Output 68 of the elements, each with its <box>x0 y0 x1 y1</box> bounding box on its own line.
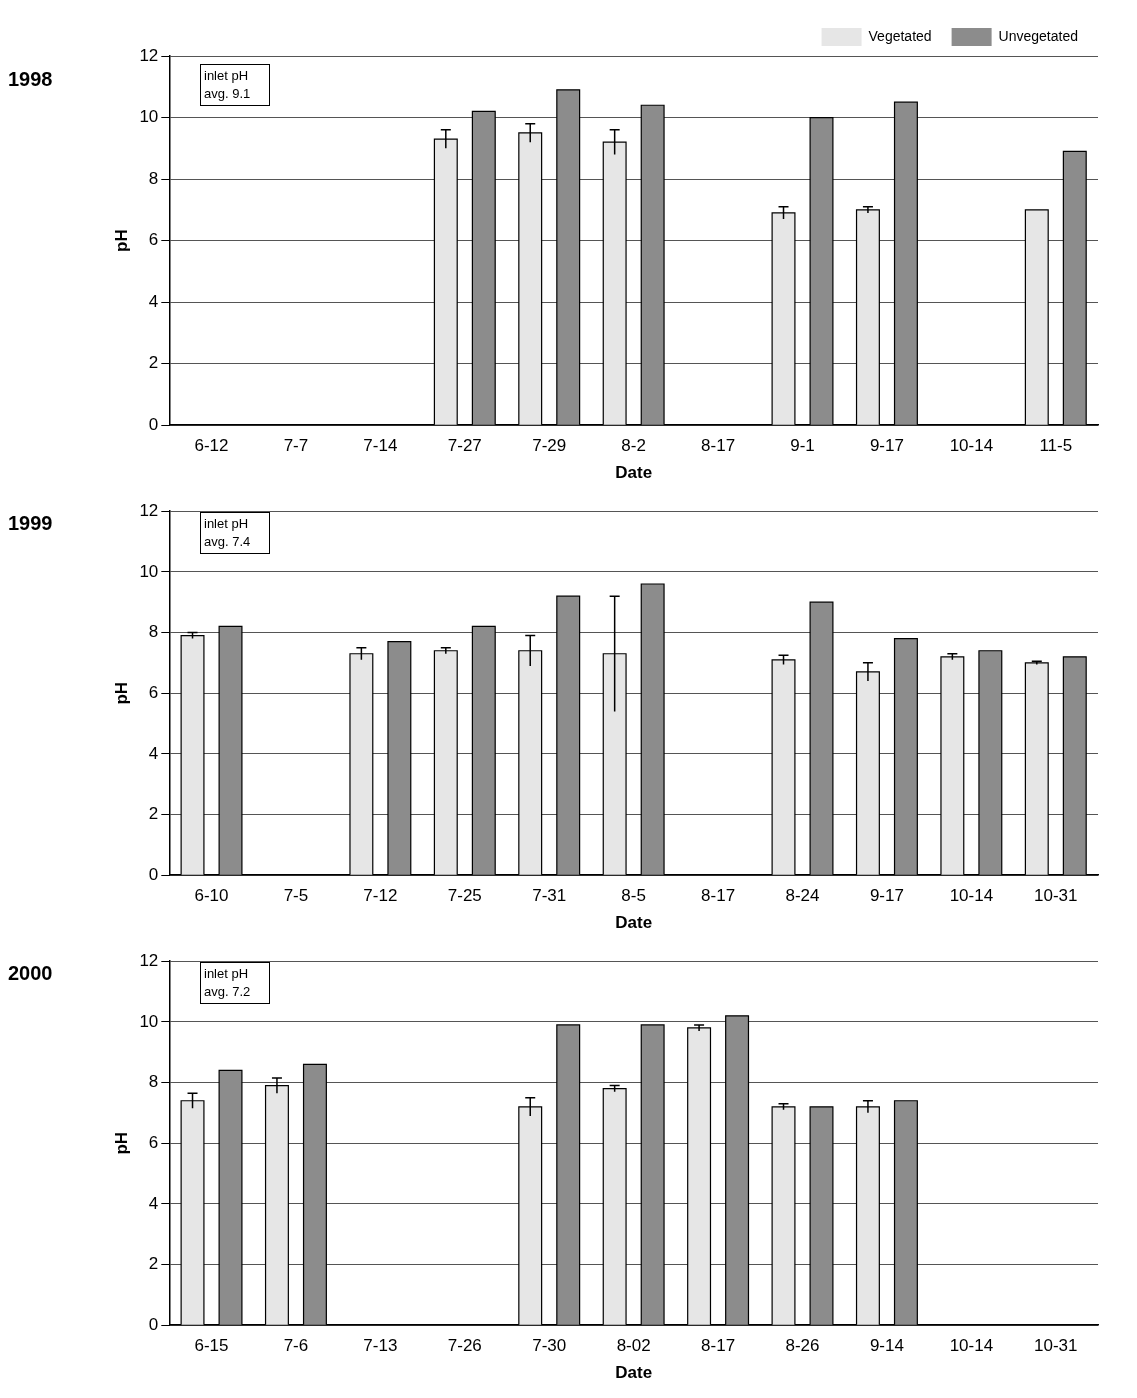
y-axis-title: pH <box>111 229 131 252</box>
y-axis-title: pH <box>111 1131 131 1155</box>
text: 1998 <box>8 67 54 92</box>
x-tick-label: 8-02 <box>616 1336 651 1356</box>
y-tick-label: 2 <box>148 804 159 824</box>
y-tick-label: 4 <box>148 1193 159 1213</box>
x-tick-label: 8-5 <box>621 886 646 906</box>
chart-title: 2000 <box>8 961 54 986</box>
x-axis-title: Date <box>615 913 653 933</box>
x-tick-label: 8-2 <box>621 436 646 456</box>
x-tick-label: 7-27 <box>447 436 482 456</box>
x-tick-label: 10-14 <box>949 436 994 456</box>
x-tick-label: 10-31 <box>1034 886 1078 906</box>
y-tick-label: 0 <box>148 1314 159 1334</box>
x-tick-label: 6-12 <box>194 436 229 456</box>
x-tick-label: 8-17 <box>701 1336 736 1356</box>
y-tick-label: 2 <box>148 1254 159 1274</box>
annotation: inlet pH avg. 7.2 <box>200 962 270 1004</box>
x-axis-title: Date <box>615 463 653 483</box>
x-tick-label: 7-12 <box>363 886 398 906</box>
x-tick-label: 7-14 <box>363 436 398 456</box>
x-tick-label: 7-7 <box>283 436 309 456</box>
legend-label: Unvegetated <box>998 27 1079 44</box>
x-tick-label: 7-5 <box>283 886 309 906</box>
x-tick-label: 7-13 <box>363 1336 398 1356</box>
x-tick-label: 6-15 <box>194 1336 229 1356</box>
annotation: inlet pH avg. 7.4 <box>200 512 270 554</box>
y-tick-label: 8 <box>148 1072 159 1092</box>
y-tick-label: 8 <box>148 168 159 188</box>
y-tick-label: 4 <box>148 291 159 311</box>
y-tick-label: 4 <box>148 743 159 763</box>
x-tick-label: 7-30 <box>532 1336 567 1356</box>
x-tick-label: 6-10 <box>194 886 229 906</box>
x-tick-label: 9-17 <box>869 436 904 456</box>
x-tick-label: 9-1 <box>790 436 815 456</box>
x-tick-label: 7-26 <box>447 1336 482 1356</box>
x-tick-label: 7-6 <box>283 1336 309 1356</box>
x-tick-label: 7-29 <box>532 436 567 456</box>
y-tick-label: 6 <box>148 230 159 250</box>
y-tick-label: 12 <box>139 950 159 970</box>
x-tick-label: 8-17 <box>701 436 736 456</box>
y-tick-label: 6 <box>148 682 159 702</box>
x-tick-label: 7-25 <box>447 886 482 906</box>
x-axis-title: Date <box>615 1363 653 1383</box>
y-tick-label: 12 <box>139 45 159 65</box>
annotation: inlet pH avg. 9.1 <box>200 64 270 106</box>
x-tick-label: 11-5 <box>1039 436 1073 456</box>
x-tick-label: 8-24 <box>785 886 820 906</box>
x-tick-label: 9-14 <box>869 1336 904 1356</box>
legend-label: Vegetated <box>868 27 932 44</box>
chart-title: 1999 <box>8 511 54 536</box>
y-tick-label: 0 <box>148 414 159 434</box>
x-tick-label: 10-31 <box>1034 1336 1078 1356</box>
y-tick-label: 10 <box>139 1011 159 1031</box>
x-tick-label: 9-17 <box>869 886 904 906</box>
y-axis-title: pH <box>111 681 131 705</box>
x-tick-label: 8-26 <box>785 1336 820 1356</box>
y-tick-label: 0 <box>148 864 159 884</box>
y-tick-label: 12 <box>139 500 159 520</box>
y-tick-label: 2 <box>148 353 159 373</box>
x-tick-label: 10-14 <box>949 1336 994 1356</box>
y-tick-label: 10 <box>139 107 159 127</box>
y-tick-label: 10 <box>139 561 159 581</box>
x-tick-label: 8-17 <box>701 886 736 906</box>
x-tick-label: 10-14 <box>949 886 994 906</box>
x-tick-label: 7-31 <box>532 886 567 906</box>
y-tick-label: 8 <box>148 622 159 642</box>
y-tick-label: 6 <box>148 1132 159 1152</box>
